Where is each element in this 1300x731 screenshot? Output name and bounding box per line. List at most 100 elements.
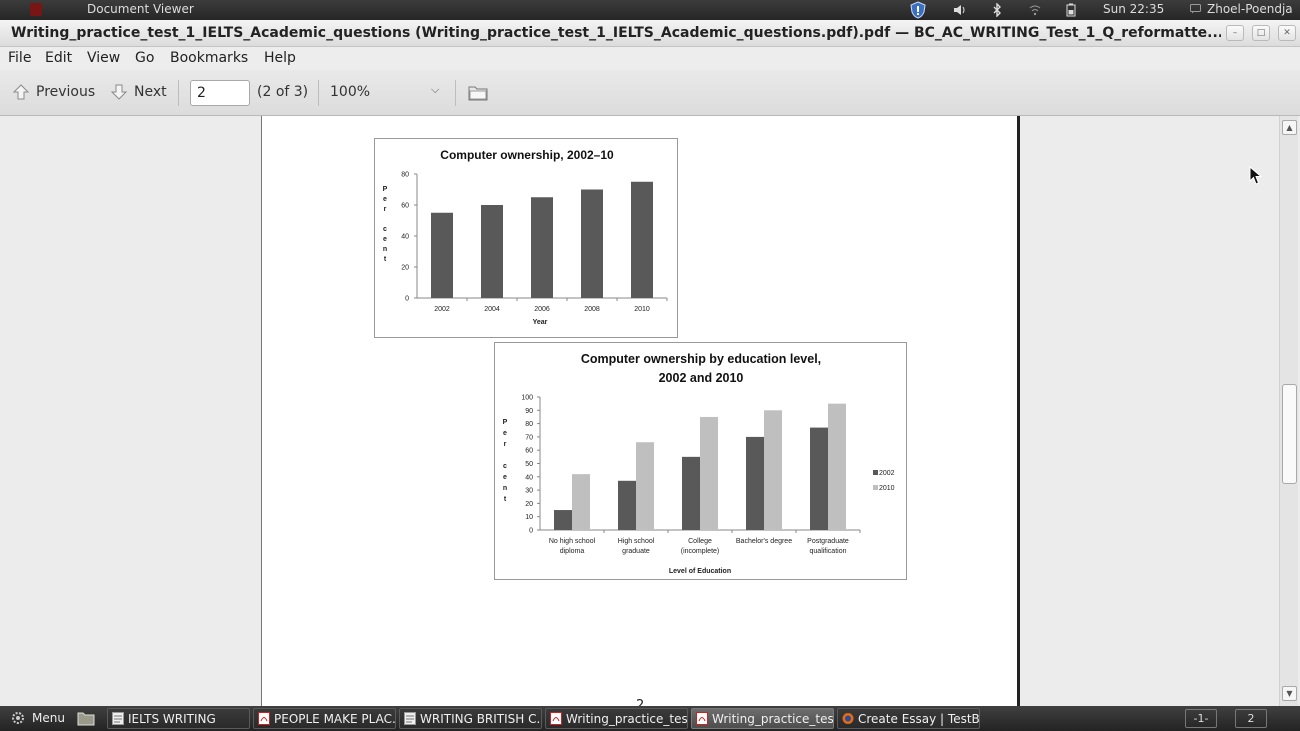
user-name: Zhoel-Poendja <box>1207 2 1293 16</box>
chart-education-level: Computer ownership by education level, 20… <box>503 352 895 575</box>
gear-icon <box>12 712 24 724</box>
clock[interactable]: Sun 22:35 <box>1103 2 1165 16</box>
folder-icon[interactable] <box>468 85 488 105</box>
bar <box>631 181 653 298</box>
user-menu[interactable]: Zhoel-Poendja <box>1190 2 1293 16</box>
x-tick-label: diploma <box>560 548 585 555</box>
security-shield-icon[interactable] <box>908 1 928 19</box>
y-tick-label: 60 <box>401 203 409 210</box>
next-page-button[interactable]: Next <box>110 83 167 101</box>
toolbar-separator <box>318 80 319 106</box>
y-axis-label: P <box>383 186 388 193</box>
y-axis-label: e <box>503 430 507 437</box>
chart-title: 2002 and 2010 <box>659 371 744 385</box>
workspace-2[interactable]: 2 <box>1235 709 1267 728</box>
down-arrow-icon <box>110 84 128 100</box>
close-button[interactable]: ✕ <box>1278 25 1296 41</box>
pdf-page: Computer ownership, 2002–10 0 20 40 60 80 2002… <box>261 116 1020 713</box>
maximize-button[interactable]: □ <box>1252 25 1270 41</box>
scroll-up-arrow-icon[interactable]: ▲ <box>1282 120 1297 135</box>
bar-2010 <box>828 403 846 530</box>
window-titlebar[interactable]: Writing_practice_test_1_IELTS_Academic_q… <box>0 20 1300 47</box>
previous-page-button[interactable]: Previous <box>12 83 95 101</box>
start-menu-button[interactable]: Menu <box>10 710 65 726</box>
vertical-scrollbar[interactable]: ▲ ▼ <box>1279 116 1298 706</box>
task-button[interactable]: Writing_practice_test... <box>545 708 688 729</box>
bar <box>431 212 453 298</box>
bar <box>481 205 503 298</box>
task-button[interactable]: WRITING BRITISH C... <box>399 708 542 729</box>
y-tick-label: 0 <box>529 528 533 535</box>
bar-2002 <box>810 427 828 530</box>
document-view[interactable]: Computer ownership, 2002–10 0 20 40 60 80 2002… <box>0 116 1300 713</box>
minimize-button[interactable]: – <box>1226 25 1244 41</box>
y-axis-label: P <box>503 419 508 426</box>
bar-2010 <box>572 474 590 530</box>
page-number-input[interactable] <box>190 80 250 106</box>
volume-icon[interactable] <box>952 2 968 18</box>
y-tick-label: 90 <box>525 408 533 415</box>
legend-swatch <box>873 485 878 490</box>
y-axis-label: e <box>503 474 507 481</box>
menu-file[interactable]: File <box>8 50 32 66</box>
battery-icon[interactable] <box>1064 2 1078 18</box>
menu-help[interactable]: Help <box>264 50 296 66</box>
task-label: Writing_practice_test... <box>712 711 834 726</box>
workspace-1[interactable]: -1- <box>1185 709 1217 728</box>
education-level-chart: Computer ownership by education level, 20… <box>494 342 907 580</box>
wifi-icon[interactable] <box>1028 2 1042 18</box>
task-button[interactable]: IELTS WRITING <box>107 708 250 729</box>
toolbar-separator <box>178 80 179 106</box>
x-tick-label: High school <box>618 538 655 545</box>
bluetooth-icon[interactable] <box>990 2 1004 18</box>
text-editor-icon <box>112 712 124 725</box>
document-viewer-app-icon[interactable] <box>30 3 42 16</box>
y-tick-label: 40 <box>401 234 409 241</box>
y-tick-label: 70 <box>525 434 533 441</box>
task-button[interactable]: Create Essay | TestB... <box>837 708 980 729</box>
y-axis-label: t <box>384 256 387 263</box>
files-launcher-icon[interactable] <box>77 710 95 729</box>
menu-view[interactable]: View <box>87 50 121 66</box>
y-tick-label: 60 <box>525 448 533 455</box>
x-tick-label: College <box>688 538 712 545</box>
menu-go[interactable]: Go <box>135 50 155 66</box>
chat-icon <box>1190 4 1201 14</box>
task-label: PEOPLE MAKE PLAC... <box>274 711 396 726</box>
window-title: Writing_practice_test_1_IELTS_Academic_q… <box>11 25 1221 41</box>
y-axis-label: n <box>503 485 507 492</box>
bar-2002 <box>746 436 764 530</box>
x-tick-label: 2004 <box>484 306 500 313</box>
y-tick-label: 20 <box>401 265 409 272</box>
next-label: Next <box>134 84 167 100</box>
x-tick-label: 2010 <box>634 306 650 313</box>
chevron-down-icon[interactable]: ⌵ <box>431 83 440 96</box>
bar-2002 <box>682 456 700 530</box>
scroll-down-arrow-icon[interactable]: ▼ <box>1282 686 1297 701</box>
bar <box>581 189 603 298</box>
task-button-active[interactable]: Writing_practice_test... <box>691 708 834 729</box>
y-tick-label: 80 <box>401 172 409 179</box>
y-tick-label: 80 <box>525 421 533 428</box>
bar-2002 <box>618 480 636 530</box>
task-label: WRITING BRITISH C... <box>420 711 542 726</box>
menu-edit[interactable]: Edit <box>45 50 73 66</box>
legend-label: 2002 <box>879 470 895 477</box>
task-button[interactable]: PEOPLE MAKE PLAC... <box>253 708 396 729</box>
bar <box>531 197 553 298</box>
x-tick-label: (incomplete) <box>681 548 720 555</box>
y-axis-label: r <box>384 206 387 213</box>
menu-bar: File Edit View Go Bookmarks Help <box>0 47 1300 70</box>
text-editor-icon <box>404 712 416 725</box>
y-axis-label: r <box>504 441 507 448</box>
y-axis-label: c <box>383 226 387 233</box>
pdf-viewer-icon <box>258 712 270 725</box>
active-app-name[interactable]: Document Viewer <box>87 2 194 16</box>
scrollbar-thumb[interactable] <box>1282 384 1297 484</box>
menu-label: Menu <box>32 711 65 725</box>
menu-bookmarks[interactable]: Bookmarks <box>170 50 249 66</box>
bar-2002 <box>554 510 572 530</box>
zoom-select[interactable]: 100% <box>330 84 371 100</box>
bar-2010 <box>636 442 654 530</box>
y-axis-label: e <box>383 196 387 203</box>
